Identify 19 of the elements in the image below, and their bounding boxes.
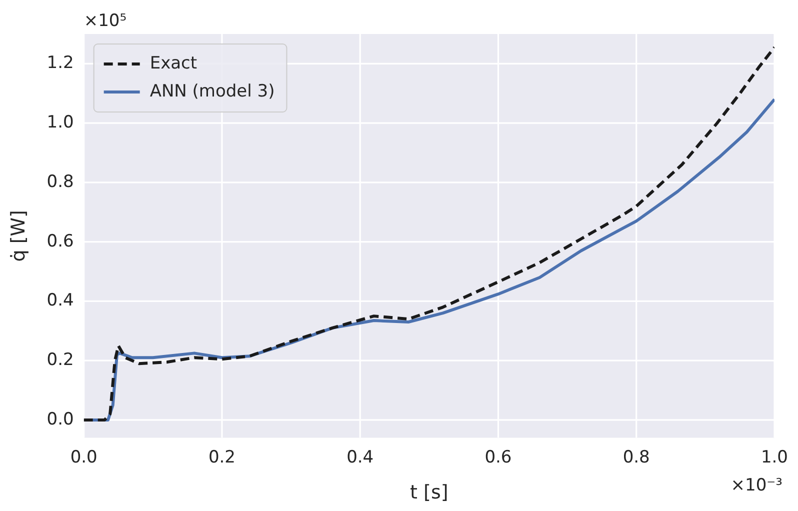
- x-tick-label: 0.8: [622, 447, 650, 468]
- x-axis-title: t [s]: [410, 482, 448, 504]
- x-tick-label: 0.4: [346, 447, 374, 468]
- legend-label: ANN (model 3): [150, 81, 275, 102]
- x-tick-label: 1.0: [760, 447, 788, 468]
- text: ×10⁻³: [730, 476, 782, 496]
- x-tick-label: 0.2: [208, 447, 236, 468]
- x-tick-label: 0.0: [70, 447, 98, 468]
- y-tick-label: 0.8: [46, 172, 74, 192]
- text: ×10⁵: [84, 10, 127, 31]
- y-tick-label: 0.6: [46, 231, 74, 252]
- y-tick-label: 0.4: [46, 290, 74, 311]
- y-tick-label: 0.0: [46, 409, 74, 430]
- legend-label: Exact: [150, 53, 198, 74]
- y-axis-title: q̇ [W]: [7, 210, 30, 262]
- y-tick-label: 1.2: [46, 53, 74, 74]
- y-tick-label: 0.2: [46, 350, 74, 370]
- y-tick-label: 1.0: [46, 112, 74, 132]
- x-tick-label: 0.6: [484, 447, 512, 468]
